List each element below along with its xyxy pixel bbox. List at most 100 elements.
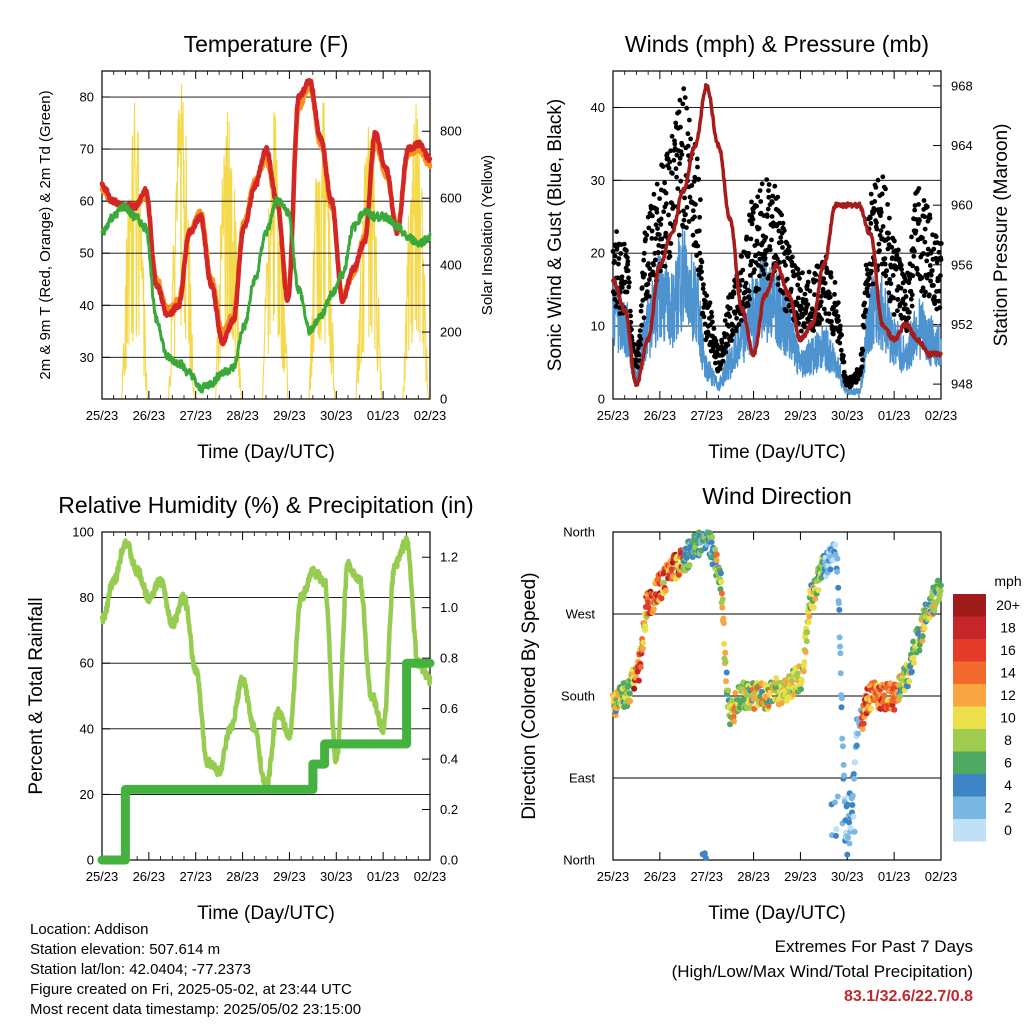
gust-point [623, 279, 628, 285]
gust-point [739, 254, 744, 259]
gust-point [874, 220, 879, 226]
direction-point [708, 539, 715, 545]
gust-point [909, 303, 915, 309]
gust-point [744, 234, 750, 240]
temperature-chart: 25/23 26/23 27/23 28/23 29/23 30/23 01/23 02/23… [37, 31, 496, 463]
gust-point [877, 232, 883, 238]
direction-point [850, 813, 857, 820]
y-tick-label: 40 [80, 298, 94, 313]
station-elevation: Station elevation: 507.614 m [30, 941, 221, 958]
gust-point [902, 288, 908, 294]
gust-point [883, 186, 888, 192]
gust-point [770, 223, 776, 229]
gust-point [681, 86, 687, 92]
gust-point [920, 235, 925, 241]
gust-point [882, 261, 888, 267]
gust-point [684, 225, 689, 231]
y-tick-label: 60 [80, 656, 94, 671]
gust-point [658, 216, 664, 222]
solar-insolation-line [355, 126, 383, 400]
gust-point [821, 276, 827, 282]
direction-point [887, 680, 894, 687]
gust-point [929, 268, 935, 273]
y2-tick-label: 0.0 [440, 853, 458, 868]
gust-point [885, 202, 890, 207]
gust-point [934, 259, 940, 265]
colorbar-label: 18 [1000, 620, 1016, 636]
gust-point [730, 328, 735, 333]
gust-point [693, 202, 698, 207]
direction-point [937, 587, 944, 594]
x-tick-label: 02/23 [414, 408, 447, 423]
gust-point [699, 259, 705, 265]
gust-point [838, 323, 843, 329]
gust-point [920, 285, 926, 291]
gust-point [931, 283, 936, 288]
gust-point [710, 319, 715, 325]
colorbar-label: 12 [1000, 687, 1016, 703]
gust-point [759, 181, 765, 187]
direction-point [658, 595, 665, 602]
direction-point [713, 551, 720, 558]
gust-point [922, 214, 927, 220]
gust-point [685, 143, 691, 149]
gust-point [885, 246, 891, 252]
gust-point [868, 191, 874, 197]
gust-point [838, 347, 844, 353]
direction-point [921, 625, 928, 632]
gust-point [839, 332, 844, 338]
gust-point [734, 315, 739, 321]
gust-point [813, 278, 819, 283]
gust-point [624, 255, 630, 260]
direction-point [701, 850, 708, 857]
gust-point [656, 250, 661, 256]
gust-point [784, 276, 790, 282]
direction-point [804, 629, 811, 636]
gust-point [653, 257, 658, 263]
x-tick-label: 27/23 [690, 408, 723, 423]
gust-point [646, 293, 652, 299]
gust-point [698, 264, 704, 270]
gust-point [827, 294, 833, 300]
gust-point [922, 226, 928, 232]
gust-point [748, 262, 753, 268]
gust-point [787, 249, 792, 254]
y-tick-label: 10 [591, 319, 605, 334]
gust-point [859, 364, 865, 370]
direction-point [723, 678, 729, 685]
x-tick-label: 26/23 [133, 869, 166, 884]
gust-point [627, 308, 633, 314]
gust-point [761, 271, 767, 277]
gust-point [921, 251, 926, 256]
gust-point [795, 295, 801, 301]
x-tick-label: 28/23 [226, 408, 259, 423]
gust-point [760, 267, 766, 273]
station-latlon: Station lat/lon: 42.0404; -77.2373 [30, 961, 252, 978]
direction-point [719, 596, 726, 603]
gust-point [837, 340, 843, 346]
solar-insolation-series [121, 83, 430, 400]
x-tick-label: 28/23 [226, 869, 259, 884]
gust-point [670, 171, 675, 176]
x-tick-label: 26/23 [644, 408, 677, 423]
chart-title: Winds (mph) & Pressure (mb) [625, 31, 929, 57]
direction-point [851, 828, 858, 835]
gust-point [621, 241, 627, 247]
y2-tick-label: 0.8 [440, 651, 458, 666]
direction-point [840, 761, 847, 768]
gust-point [612, 259, 617, 264]
y2-tick-label: 952 [951, 317, 973, 332]
y2-tick-label: 1.0 [440, 600, 458, 615]
direction-point [637, 664, 644, 671]
direction-point [831, 799, 838, 806]
direction-point [696, 529, 702, 536]
direction-point [773, 675, 780, 681]
gust-point [927, 263, 933, 268]
direction-point [732, 689, 739, 696]
x-tick-label: 30/23 [831, 408, 864, 423]
gust-point [860, 348, 866, 353]
gust-point [784, 308, 789, 314]
gust-point [795, 282, 801, 288]
gust-point [675, 186, 681, 192]
colorbar-swatch [953, 706, 986, 729]
